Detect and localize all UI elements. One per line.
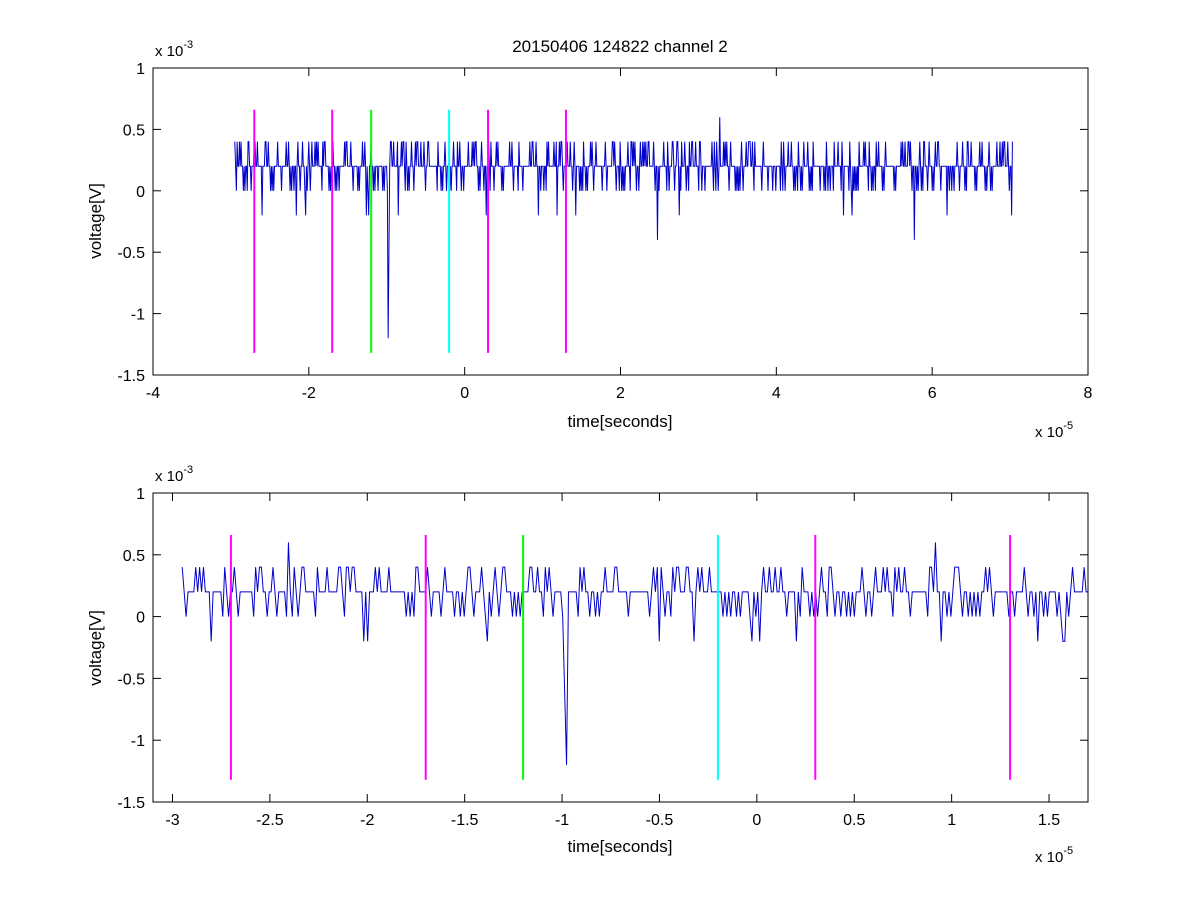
x-tick-label: -3: [165, 812, 179, 829]
y-axis-label-bottom: voltage[V]: [86, 610, 105, 686]
x-tick-label: 6: [928, 385, 937, 402]
y-tick-label: 0.5: [123, 122, 145, 139]
y-tick-label: 0: [136, 184, 145, 201]
y-axis-label-top: voltage[V]: [86, 183, 105, 259]
x-tick-label: -2: [360, 812, 374, 829]
y-tick-label: 1: [136, 61, 145, 78]
figure-title: 20150406 124822 channel 2: [512, 37, 728, 56]
x-tick-label: 8: [1084, 385, 1093, 402]
x-exponent-top: x 10-5: [1035, 420, 1073, 441]
axes-frame-bottom: [152, 492, 1089, 803]
y-tick-label: -1: [131, 733, 145, 750]
x-axis-label-bottom: time[seconds]: [568, 837, 673, 856]
x-tick-label: -1: [555, 812, 569, 829]
x-tick-label: 2: [616, 385, 625, 402]
subplot-top: -4 -2 0 2 4 6 8 -1.5 -1 -0.5 0 0.5 1 x 10-3 x 10-5 t…: [86, 39, 1093, 441]
y-tick-label: 0.5: [123, 548, 145, 565]
x-tick-label: 0: [752, 812, 761, 829]
x-tick-label: -4: [146, 385, 160, 402]
y-tick-label: -1: [131, 307, 145, 324]
x-tick-label: 0: [460, 385, 469, 402]
x-tick-label: -1.5: [451, 812, 479, 829]
axes-frame-top: [152, 67, 1089, 376]
y-exponent-top: x 10-3: [155, 39, 193, 60]
y-tick-label: -1.5: [117, 368, 145, 385]
x-axis-label-top: time[seconds]: [568, 412, 673, 431]
subplot-bottom: -3 -2.5 -2 -1.5 -1 -0.5 0 0.5 1 1.5 -1.5 -1 -0.5 0 0.5…: [86, 464, 1089, 866]
x-tick-label: 4: [772, 385, 781, 402]
y-tick-label: -1.5: [117, 795, 145, 812]
x-exponent-bottom: x 10-5: [1035, 845, 1073, 866]
signal-trace: [181, 542, 1088, 765]
x-tick-label: -2.5: [256, 812, 284, 829]
y-tick-label: -0.5: [117, 671, 145, 688]
y-tick-label: 0: [136, 610, 145, 627]
y-exponent-bottom: x 10-3: [155, 464, 193, 485]
x-tick-label: -0.5: [646, 812, 674, 829]
y-tick-label: 1: [136, 486, 145, 503]
x-tick-label: 1: [947, 812, 956, 829]
x-tick-label: -2: [302, 385, 316, 402]
y-tick-label: -0.5: [117, 245, 145, 262]
signal-trace: [234, 117, 1013, 339]
x-tick-label: 1.5: [1038, 812, 1060, 829]
x-tick-label: 0.5: [843, 812, 865, 829]
